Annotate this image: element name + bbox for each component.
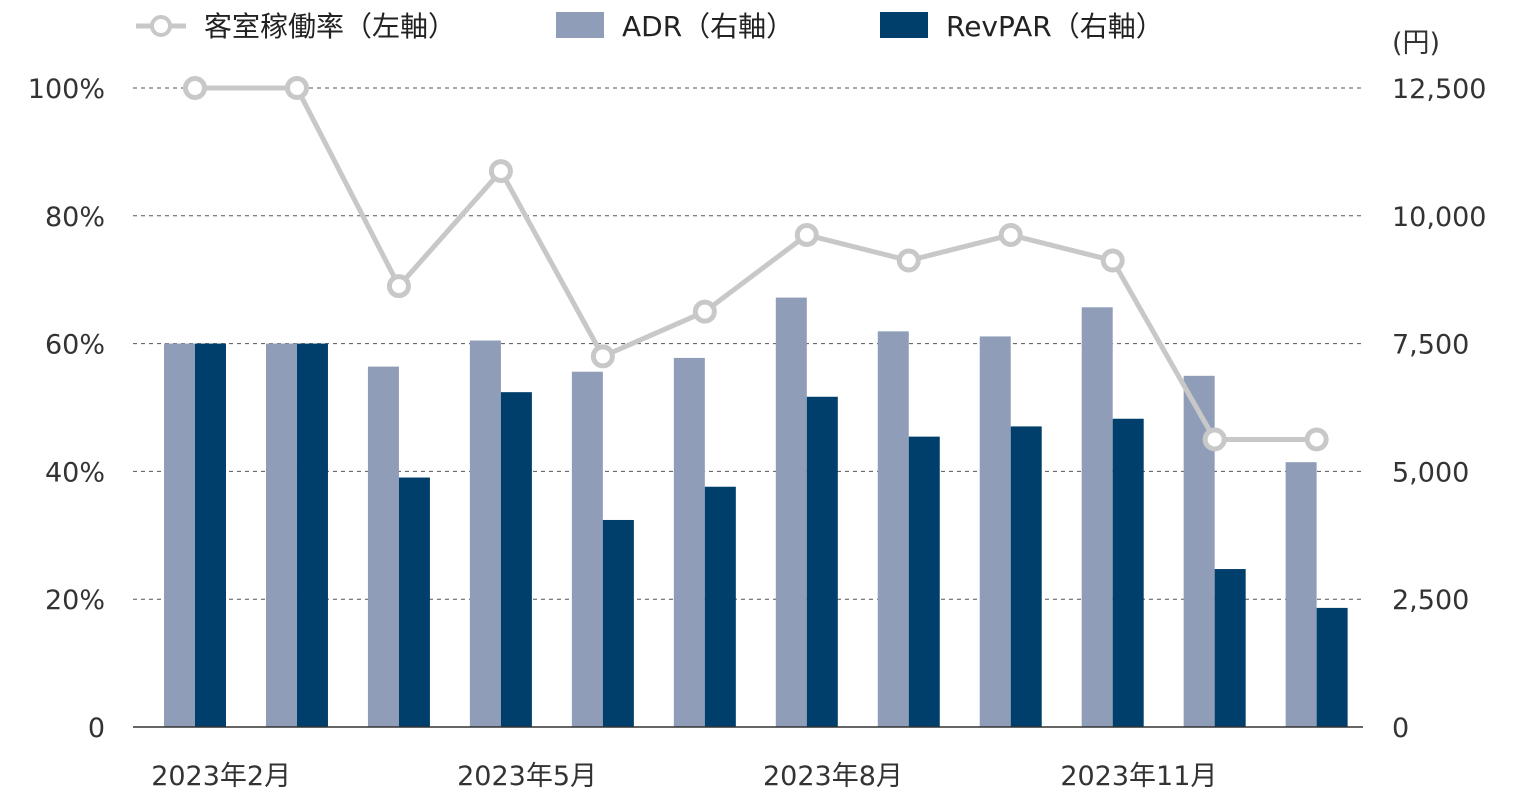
legend-revpar-swatch-icon	[880, 12, 928, 38]
occupancy-point	[386, 274, 411, 299]
y-right-axis: 0 2,500 5,000 7,500 10,000 12,500	[1392, 74, 1486, 744]
y-left-tick-label: 0	[88, 713, 105, 744]
legend-adr-label: ADR（右軸）	[622, 10, 794, 43]
revpar-bar	[195, 343, 226, 727]
adr-bar	[367, 366, 399, 727]
adr-bar	[877, 331, 909, 727]
x-tick-label: 2023年5月	[457, 761, 597, 792]
occupancy-point	[692, 299, 717, 324]
occupancy-point	[896, 248, 921, 273]
adr-bar	[775, 297, 807, 727]
y-left-tick-label: 80%	[45, 202, 105, 233]
right-axis-unit-label: (円)	[1392, 28, 1440, 59]
y-left-tick-label: 100%	[28, 74, 105, 105]
occupancy-line	[195, 85, 1317, 442]
occupancy-point	[1304, 427, 1329, 452]
revpar-bar	[500, 392, 532, 727]
y-right-tick-label: 10,000	[1392, 202, 1486, 233]
legend-adr-swatch-icon	[556, 12, 604, 38]
revpar-bar	[296, 343, 328, 727]
y-left-tick-label: 60%	[45, 330, 105, 361]
occupancy-point	[794, 222, 819, 247]
adr-bar	[1285, 462, 1317, 727]
y-right-tick-label: 2,500	[1392, 585, 1469, 616]
y-left-tick-label: 20%	[45, 585, 105, 616]
occupancy-point	[998, 222, 1023, 247]
occupancy-point	[284, 76, 309, 100]
adr-bar	[673, 357, 705, 727]
revpar-bar	[602, 519, 634, 727]
occupancy-point	[183, 76, 207, 100]
adr-bar	[164, 343, 195, 727]
y-left-axis: 0 20% 40% 60% 80% 100%	[28, 74, 105, 744]
revpar-bar	[704, 486, 736, 727]
revpar-bar	[806, 396, 838, 727]
legend-occupancy-marker-icon	[150, 15, 172, 37]
occupancy-line-series	[183, 76, 1329, 452]
adr-bar	[571, 371, 603, 727]
occupancy-point	[1202, 427, 1227, 452]
adr-bar	[469, 340, 501, 727]
y-right-tick-label: 7,500	[1392, 330, 1469, 361]
bars	[164, 297, 1348, 727]
y-right-tick-label: 0	[1392, 713, 1409, 744]
y-left-tick-label: 40%	[45, 457, 105, 488]
revpar-bar	[398, 477, 430, 727]
x-tick-label: 2023年11月	[1060, 761, 1217, 792]
revpar-bar	[1316, 607, 1348, 727]
revpar-bar	[908, 436, 940, 727]
x-tick-label: 2023年8月	[763, 761, 903, 792]
revpar-bar	[1010, 426, 1042, 727]
x-axis: 2023年2月 2023年5月 2023年8月 2023年11月	[151, 761, 1217, 792]
occupancy-point	[488, 159, 513, 184]
adr-bar	[1081, 307, 1113, 727]
legend-occupancy-label: 客室稼働率（左軸）	[204, 10, 456, 43]
y-right-tick-label: 5,000	[1392, 457, 1469, 488]
adr-bar	[265, 343, 297, 727]
occupancy-point	[1100, 248, 1125, 273]
occupancy-point	[590, 344, 615, 369]
revpar-bar	[1214, 569, 1246, 727]
adr-bar	[979, 336, 1011, 727]
legend: 客室稼働率（左軸） ADR（右軸） RevPAR（右軸）	[136, 10, 1164, 43]
x-tick-label: 2023年2月	[151, 761, 291, 792]
y-right-tick-label: 12,500	[1392, 74, 1486, 105]
revpar-bar	[1112, 418, 1144, 727]
legend-revpar-label: RevPAR（右軸）	[946, 10, 1164, 43]
